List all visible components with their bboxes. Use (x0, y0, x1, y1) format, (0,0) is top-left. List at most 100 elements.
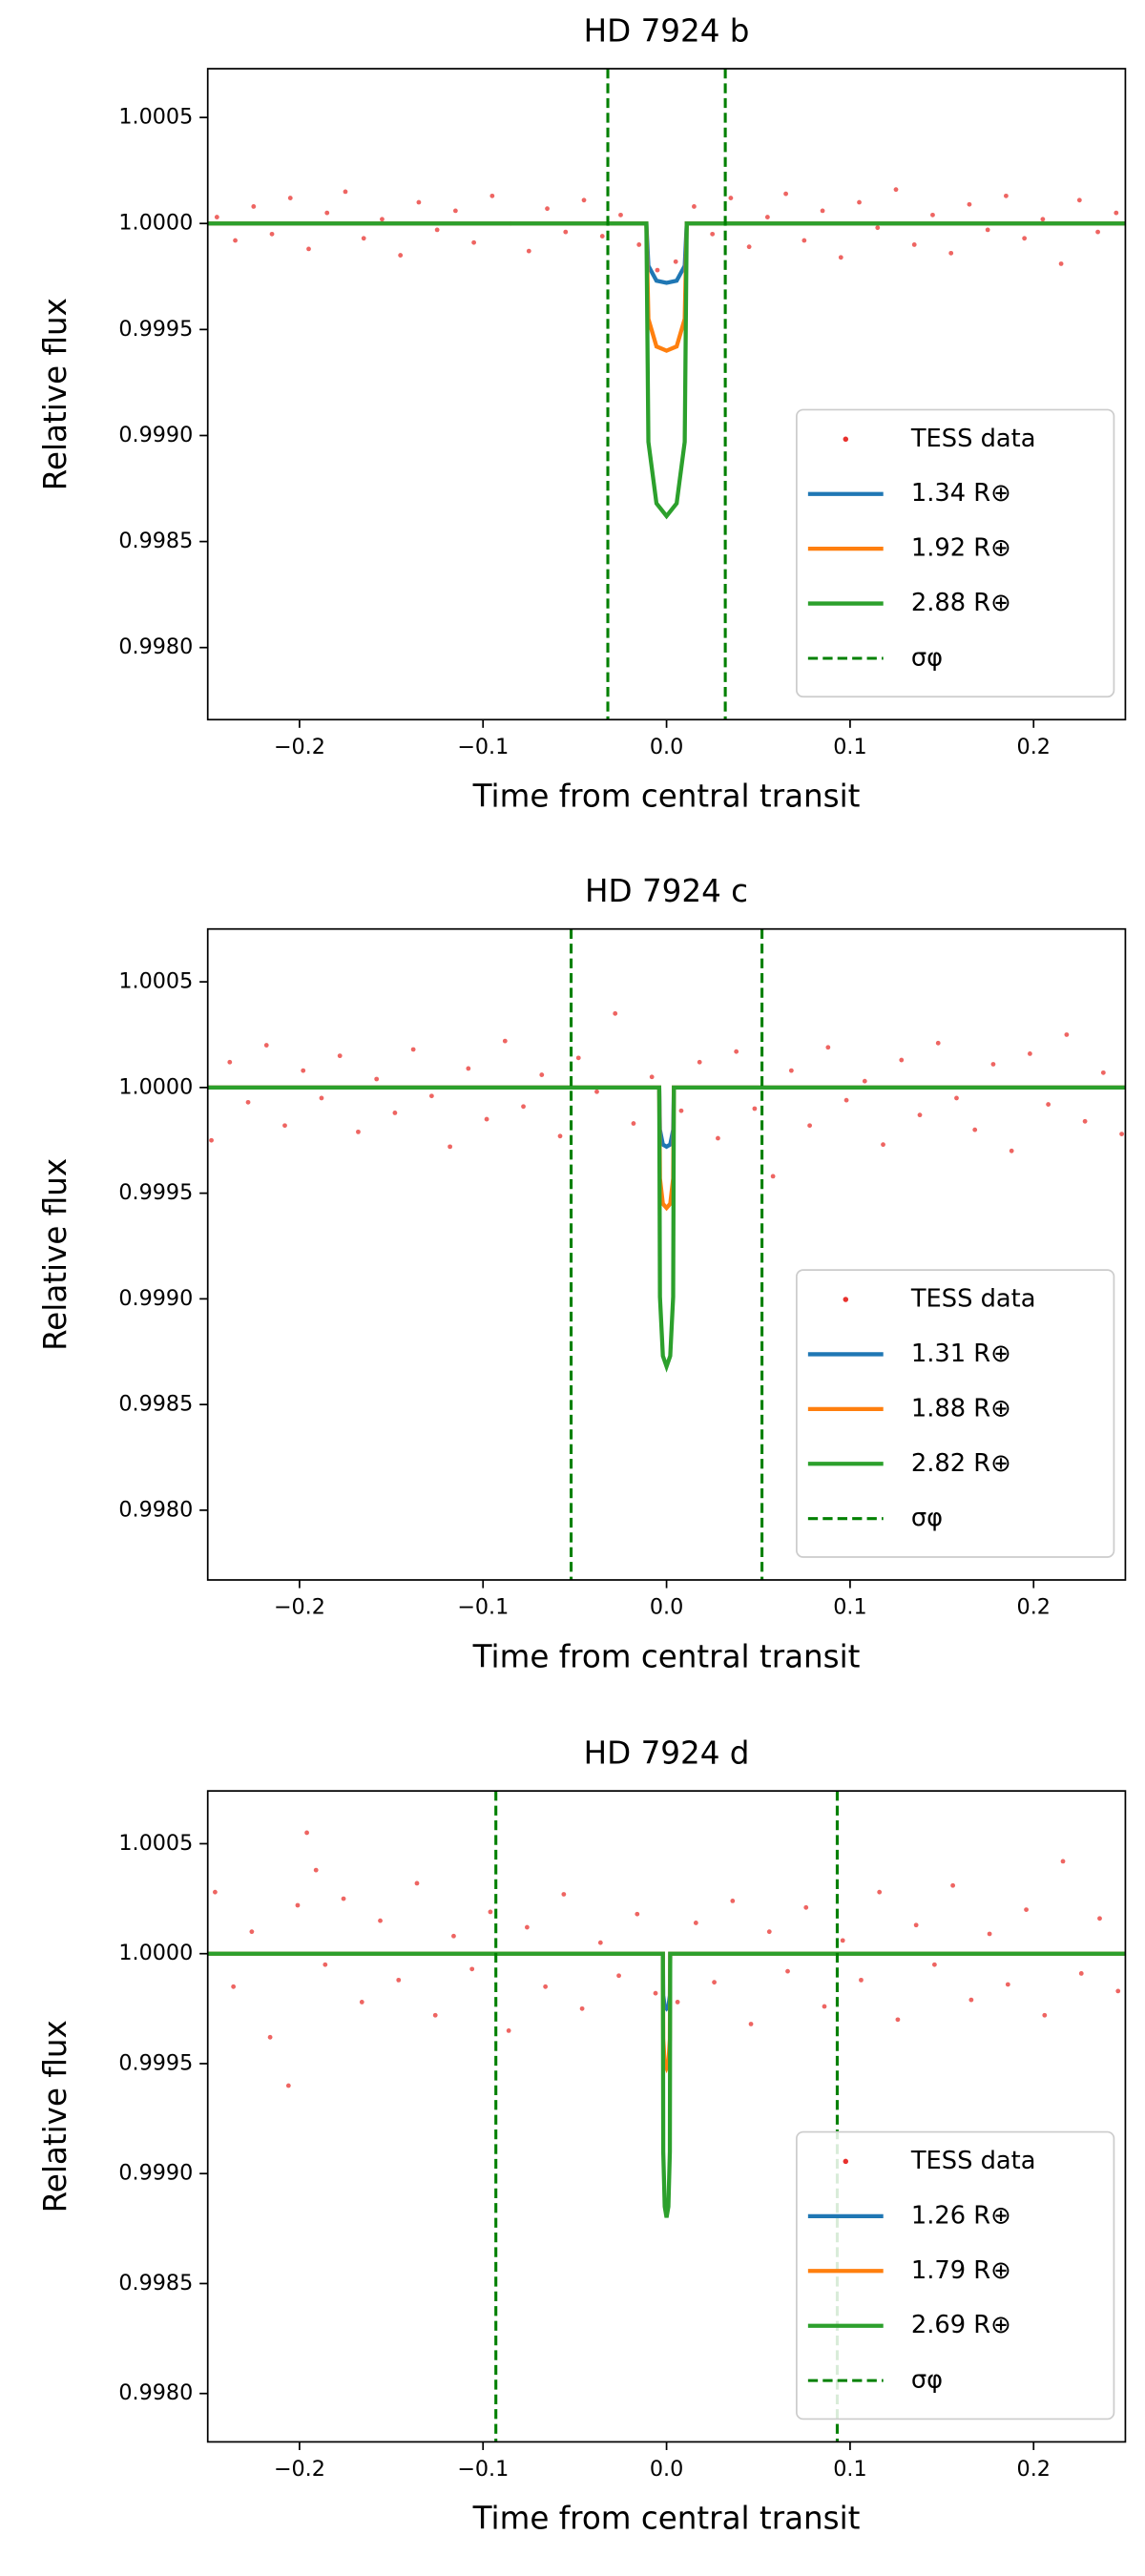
x-tick-label: −0.2 (274, 2457, 325, 2482)
x-tick-label: −0.2 (274, 735, 325, 759)
data-point (267, 2034, 273, 2040)
x-axis-label: Time from central transit (472, 2501, 861, 2537)
data-point (618, 212, 623, 218)
legend-label: σφ (911, 643, 943, 672)
x-tick-label: 0.2 (1017, 1595, 1051, 1620)
data-point (1009, 1148, 1014, 1153)
x-tick-label: −0.1 (457, 2457, 509, 2482)
data-point (466, 1066, 471, 1071)
data-point (380, 217, 385, 222)
legend-label: 1.34 R⊕ (911, 479, 1011, 508)
data-point (803, 1904, 809, 1910)
data-point (599, 234, 605, 239)
data-point (374, 1076, 380, 1082)
data-point (931, 1962, 937, 1967)
data-point (649, 1074, 655, 1080)
data-point (414, 1880, 420, 1886)
data-point (895, 2017, 901, 2023)
data-point (917, 1112, 923, 1118)
model-line (207, 221, 1126, 285)
data-point (783, 191, 788, 197)
y-tick-label: 0.9995 (118, 317, 193, 342)
x-tick-label: 0.1 (833, 2457, 866, 2482)
data-point (209, 1137, 214, 1143)
data-point (950, 1882, 956, 1888)
data-point (899, 1057, 905, 1063)
legend-box (796, 1269, 1115, 1558)
y-tick-label: 0.9980 (118, 2380, 193, 2405)
data-point (678, 1108, 684, 1113)
x-tick-label: −0.1 (457, 735, 509, 759)
data-point (1042, 2012, 1048, 2018)
data-point (734, 1049, 739, 1054)
data-point (1095, 229, 1100, 235)
data-point (716, 1135, 720, 1141)
x-tick-label: −0.2 (274, 1595, 325, 1620)
data-point (506, 2027, 511, 2033)
data-point (802, 238, 807, 243)
data-point (1058, 261, 1064, 266)
data-point (287, 196, 293, 200)
chart-title: HD 7924 c (585, 873, 748, 909)
data-point (930, 212, 935, 218)
data-point (597, 1940, 603, 1945)
data-point (579, 2005, 585, 2011)
data-point (712, 1980, 717, 1985)
data-point (359, 2000, 364, 2005)
data-point (911, 242, 917, 247)
data-point (432, 2012, 438, 2018)
data-point (616, 1973, 621, 1979)
data-point (594, 1089, 599, 1094)
data-point (675, 2000, 680, 2005)
x-tick-label: 0.2 (1017, 2457, 1051, 2482)
y-tick-label: 0.9985 (118, 2271, 193, 2296)
data-point (990, 1062, 996, 1067)
data-point (392, 1111, 398, 1115)
data-point (213, 1889, 218, 1895)
axes-frame (206, 68, 1127, 721)
data-point (1024, 1907, 1029, 1913)
y-tick-label: 1.0000 (118, 1074, 193, 1099)
data-point (631, 1121, 636, 1126)
data-point (231, 1984, 237, 1989)
model-line (207, 1085, 1126, 1150)
data-point (313, 1867, 319, 1873)
data-point (488, 1909, 493, 1915)
x-axis-label: Time from central transit (472, 779, 861, 815)
data-point (416, 199, 422, 205)
data-point (396, 1977, 402, 1983)
y-tick-label: 0.9980 (118, 634, 193, 659)
data-point (1004, 193, 1009, 198)
data-point (857, 199, 862, 205)
data-point (524, 1924, 530, 1930)
legend-label: TESS data (910, 2147, 1036, 2175)
model-line (207, 1085, 1126, 1373)
y-axis-label: Relative flux (37, 1158, 73, 1351)
data-point (557, 1133, 563, 1139)
y-tick-label: 0.9995 (118, 1180, 193, 1205)
data-point (636, 242, 642, 247)
data-point (545, 206, 550, 212)
data-point (356, 1129, 361, 1134)
legend-marker (843, 436, 849, 443)
data-point (489, 193, 495, 198)
data-point (343, 189, 348, 195)
x-tick-label: 0.0 (650, 735, 683, 759)
data-point (227, 1059, 233, 1065)
y-tick-label: 0.9980 (118, 1497, 193, 1522)
data-point (1076, 197, 1082, 203)
data-point (341, 1896, 346, 1901)
legend-box (796, 408, 1115, 698)
y-tick-label: 1.0000 (118, 1941, 193, 1965)
data-point (521, 1104, 526, 1110)
data-point (635, 1911, 640, 1917)
data-point (285, 2083, 291, 2088)
data-point (269, 231, 275, 237)
legend-label: 2.88 R⊕ (911, 589, 1011, 617)
data-point (697, 1059, 702, 1065)
data-point (1097, 1916, 1102, 1922)
y-tick-label: 0.9995 (118, 2050, 193, 2075)
data-point (251, 204, 257, 209)
data-point (451, 1933, 456, 1939)
data-point (469, 1966, 475, 1972)
